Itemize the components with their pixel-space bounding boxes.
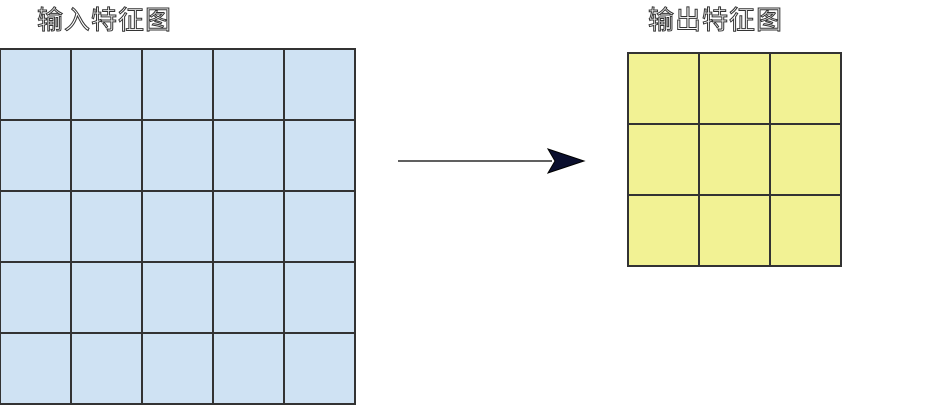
input-feature-map-grid — [0, 48, 356, 405]
input-feature-map-cell-r3-c5 — [283, 190, 356, 263]
input-feature-map-cell-r5-c5 — [283, 332, 356, 405]
input-feature-map-cell-r4-c1 — [0, 261, 72, 334]
output-feature-map-grid — [627, 52, 842, 267]
input-feature-map-cell-r2-c2 — [70, 119, 143, 192]
output-feature-map-cell-r3-c1 — [627, 194, 700, 267]
output-feature-map-cell-r2-c2 — [698, 123, 771, 196]
input-feature-map-cell-r4-c3 — [141, 261, 214, 334]
input-feature-map-cell-r5-c1 — [0, 332, 72, 405]
input-feature-map-cell-r1-c4 — [212, 48, 285, 121]
output-feature-map-cell-r2-c1 — [627, 123, 700, 196]
input-feature-map-cell-r2-c5 — [283, 119, 356, 192]
output-feature-map-cell-r1-c3 — [769, 52, 842, 125]
input-feature-map-cell-r3-c1 — [0, 190, 72, 263]
arrow-head — [546, 148, 586, 174]
input-feature-map-cell-r5-c2 — [70, 332, 143, 405]
right-arrow-icon — [398, 148, 586, 174]
input-feature-map-cell-r4-c2 — [70, 261, 143, 334]
output-feature-map-cell-r1-c1 — [627, 52, 700, 125]
output-feature-map-cell-r1-c2 — [698, 52, 771, 125]
input-feature-map-cell-r3-c2 — [70, 190, 143, 263]
input-feature-map-cell-r1-c5 — [283, 48, 356, 121]
input-feature-map-cell-r5-c4 — [212, 332, 285, 405]
output-feature-map-cell-r3-c3 — [769, 194, 842, 267]
input-feature-map-cell-r5-c3 — [141, 332, 214, 405]
output-feature-map-cell-r2-c3 — [769, 123, 842, 196]
input-feature-map-cell-r1-c1 — [0, 48, 72, 121]
output-feature-map-cell-r3-c2 — [698, 194, 771, 267]
output-feature-map-label: 输出特征图 — [647, 6, 784, 37]
input-feature-map-cell-r4-c5 — [283, 261, 356, 334]
input-feature-map-cell-r4-c4 — [212, 261, 285, 334]
input-feature-map-cell-r1-c3 — [141, 48, 214, 121]
input-feature-map-cell-r3-c4 — [212, 190, 285, 263]
input-feature-map-cell-r1-c2 — [70, 48, 143, 121]
input-feature-map-cell-r2-c4 — [212, 119, 285, 192]
input-feature-map-cell-r3-c3 — [141, 190, 214, 263]
input-feature-map-label: 输入特征图 — [36, 6, 173, 37]
input-feature-map-cell-r2-c3 — [141, 119, 214, 192]
input-feature-map-cell-r2-c1 — [0, 119, 72, 192]
